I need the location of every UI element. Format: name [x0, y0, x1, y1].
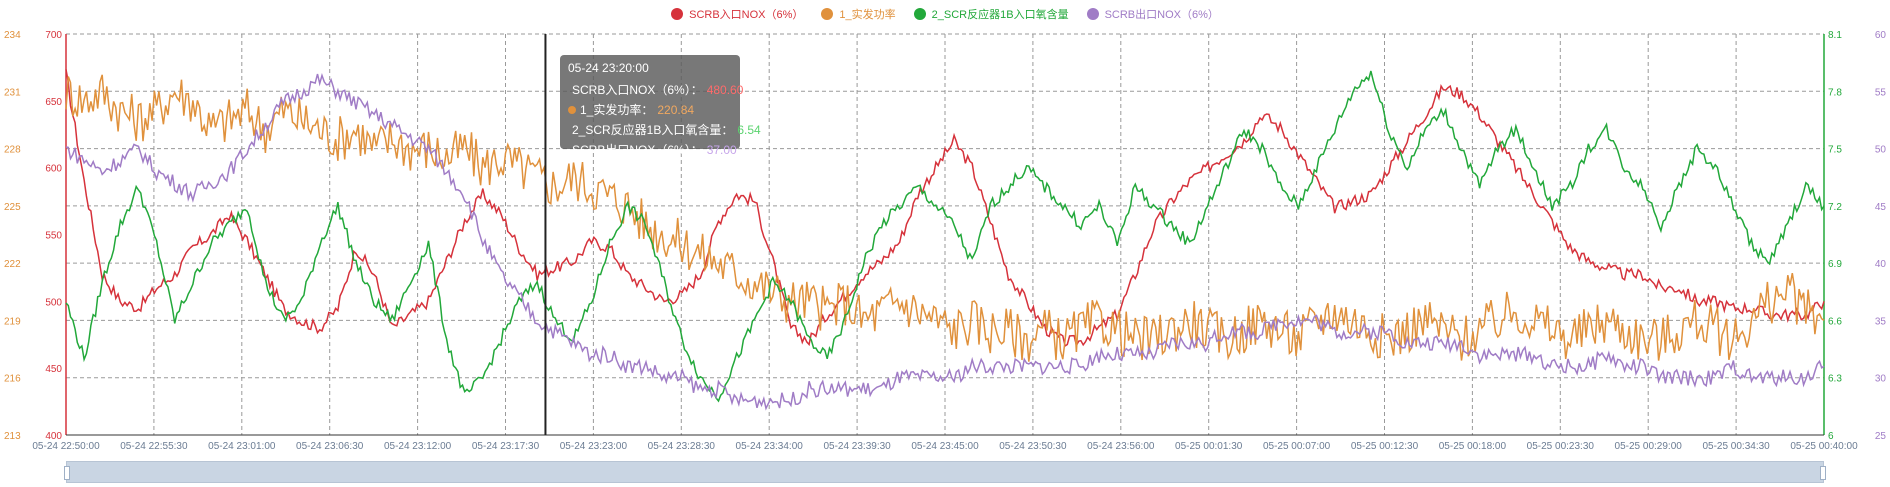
x-tick-label: 05-24 23:28:30 [648, 441, 716, 452]
y-tick-label: 400 [45, 431, 62, 442]
x-tick-label: 05-25 00:07:00 [1263, 441, 1331, 452]
tooltip-label: SCRB入口NOX（6%）： [572, 83, 703, 97]
legend-item-scrb-nox-out[interactable]: SCRB出口NOX（6%） [1086, 6, 1219, 22]
x-tick-label: 05-24 23:12:00 [384, 441, 452, 452]
tooltip-value: 480.60 [706, 82, 744, 97]
y-tick-label: 234 [4, 30, 21, 41]
y-tick-label: 500 [45, 297, 62, 308]
legend-item-scrb-nox-in[interactable]: SCRB入口NOX（6%） [671, 6, 803, 22]
legend-dot [913, 8, 926, 20]
y-tick-label: 6.9 [1828, 259, 1842, 270]
legend-item-o2[interactable]: 2_SCR反应器1B入口氧含量 [913, 6, 1069, 22]
tooltip-label: 1_实发功率： [580, 103, 654, 117]
tooltip-label: 2_SCR反应器1B入口氧含量： [572, 123, 734, 137]
y-tick-label: 7.5 [1828, 145, 1842, 156]
tooltip-value: 37.00 [706, 142, 737, 157]
zoom-handle-left[interactable] [64, 466, 70, 480]
x-tick-label: 05-24 23:17:30 [472, 441, 540, 452]
legend-label: 1_实发功率 [839, 9, 896, 21]
y-tick-label: 600 [45, 164, 62, 175]
legend-label: SCRB出口NOX（6%） [1104, 9, 1219, 21]
tooltip-value: 6.54 [737, 122, 761, 137]
x-tick-label: 05-25 00:34:30 [1702, 441, 1770, 452]
legend-dot [1086, 8, 1099, 20]
legend: SCRB入口NOX（6%） 1_实发功率 2_SCR反应器1B入口氧含量 SCR… [0, 6, 1890, 22]
x-tick-label: 05-24 23:34:00 [736, 441, 804, 452]
x-tick-label: 05-24 22:55:30 [120, 441, 188, 452]
legend-label: SCRB入口NOX（6%） [689, 9, 804, 21]
x-tick-label: 05-25 00:01:30 [1175, 441, 1243, 452]
y-tick-label: 60 [1875, 30, 1887, 41]
y-tick-label: 8.1 [1828, 30, 1842, 41]
x-tick-label: 05-24 23:23:00 [560, 441, 628, 452]
legend-item-power[interactable]: 1_实发功率 [821, 6, 896, 22]
grid [65, 33, 1825, 436]
tooltip-row: 2_SCR反应器1B入口氧含量： 6.54 [568, 121, 761, 138]
x-tick-label: 05-25 00:29:00 [1615, 441, 1683, 452]
series-line [65, 69, 1825, 348]
series-line [65, 74, 1825, 362]
axes: 05-24 22:50:00 05-24 22:55:30 05-24 23:01:… [4, 30, 1886, 452]
tooltip: 05-24 23:20:00 SCRB入口NOX（6%）： 480.60 1_实… [560, 55, 761, 157]
y-tick-label: 213 [4, 431, 21, 442]
y-tick-label: 450 [45, 364, 62, 375]
tooltip-time: 05-24 23:20:00 [568, 61, 649, 75]
legend-label: 2_SCR反应器1B入口氧含量 [931, 9, 1069, 21]
y-tick-label: 231 [4, 87, 21, 98]
y-tick-label: 35 [1875, 316, 1887, 327]
tooltip-row: SCRB出口NOX（6%）： 37.00 [568, 141, 737, 158]
x-tick-label: 05-24 23:39:30 [823, 441, 891, 452]
tooltip-label: SCRB出口NOX（6%）： [572, 143, 703, 157]
y-tick-label: 700 [45, 30, 62, 41]
x-tick-label: 05-24 23:01:00 [208, 441, 276, 452]
y-tick-label: 6 [1828, 431, 1834, 442]
x-tick-label: 05-24 23:56:00 [1087, 441, 1155, 452]
y-tick-label: 550 [45, 231, 62, 242]
y-tick-label: 225 [4, 202, 21, 213]
tooltip-row: SCRB入口NOX（6%）： 480.60 [568, 81, 743, 98]
y-tick-label: 650 [45, 97, 62, 108]
y-tick-label: 219 [4, 316, 21, 327]
legend-dot [671, 8, 684, 20]
x-tick-label: 05-25 00:12:30 [1351, 441, 1419, 452]
x-tick-label: 05-25 00:18:00 [1439, 441, 1507, 452]
y-tick-label: 7.2 [1828, 202, 1842, 213]
y-tick-label: 6.3 [1828, 374, 1842, 385]
series-group [65, 69, 1825, 411]
x-tick-label: 05-24 22:50:00 [32, 441, 100, 452]
legend-dot [821, 8, 834, 20]
x-tick-label: 05-24 23:06:30 [296, 441, 364, 452]
y-tick-label: 55 [1875, 87, 1887, 98]
x-tick-label: 05-24 23:50:30 [999, 441, 1067, 452]
x-tick-label: 05-24 23:45:00 [911, 441, 979, 452]
x-tick-label: 05-25 00:40:00 [1790, 441, 1858, 452]
series-line [65, 73, 1825, 411]
y-tick-label: 7.8 [1828, 87, 1842, 98]
tooltip-dot [568, 105, 576, 114]
zoom-handle-right[interactable] [1820, 466, 1826, 480]
y-tick-label: 216 [4, 374, 21, 385]
tooltip-row: 1_实发功率： 220.84 [568, 101, 732, 118]
series-line [65, 70, 1825, 403]
y-tick-label: 228 [4, 145, 21, 156]
y-tick-label: 50 [1875, 145, 1887, 156]
y-tick-label: 30 [1875, 374, 1887, 385]
x-tick-label: 05-25 00:23:30 [1527, 441, 1595, 452]
y-tick-label: 25 [1875, 431, 1887, 442]
y-tick-label: 6.6 [1828, 316, 1842, 327]
y-tick-label: 222 [4, 259, 21, 270]
tooltip-value: 220.84 [657, 102, 695, 117]
y-tick-label: 40 [1875, 259, 1887, 270]
y-tick-label: 45 [1875, 202, 1887, 213]
zoom-slider[interactable] [64, 461, 1826, 483]
